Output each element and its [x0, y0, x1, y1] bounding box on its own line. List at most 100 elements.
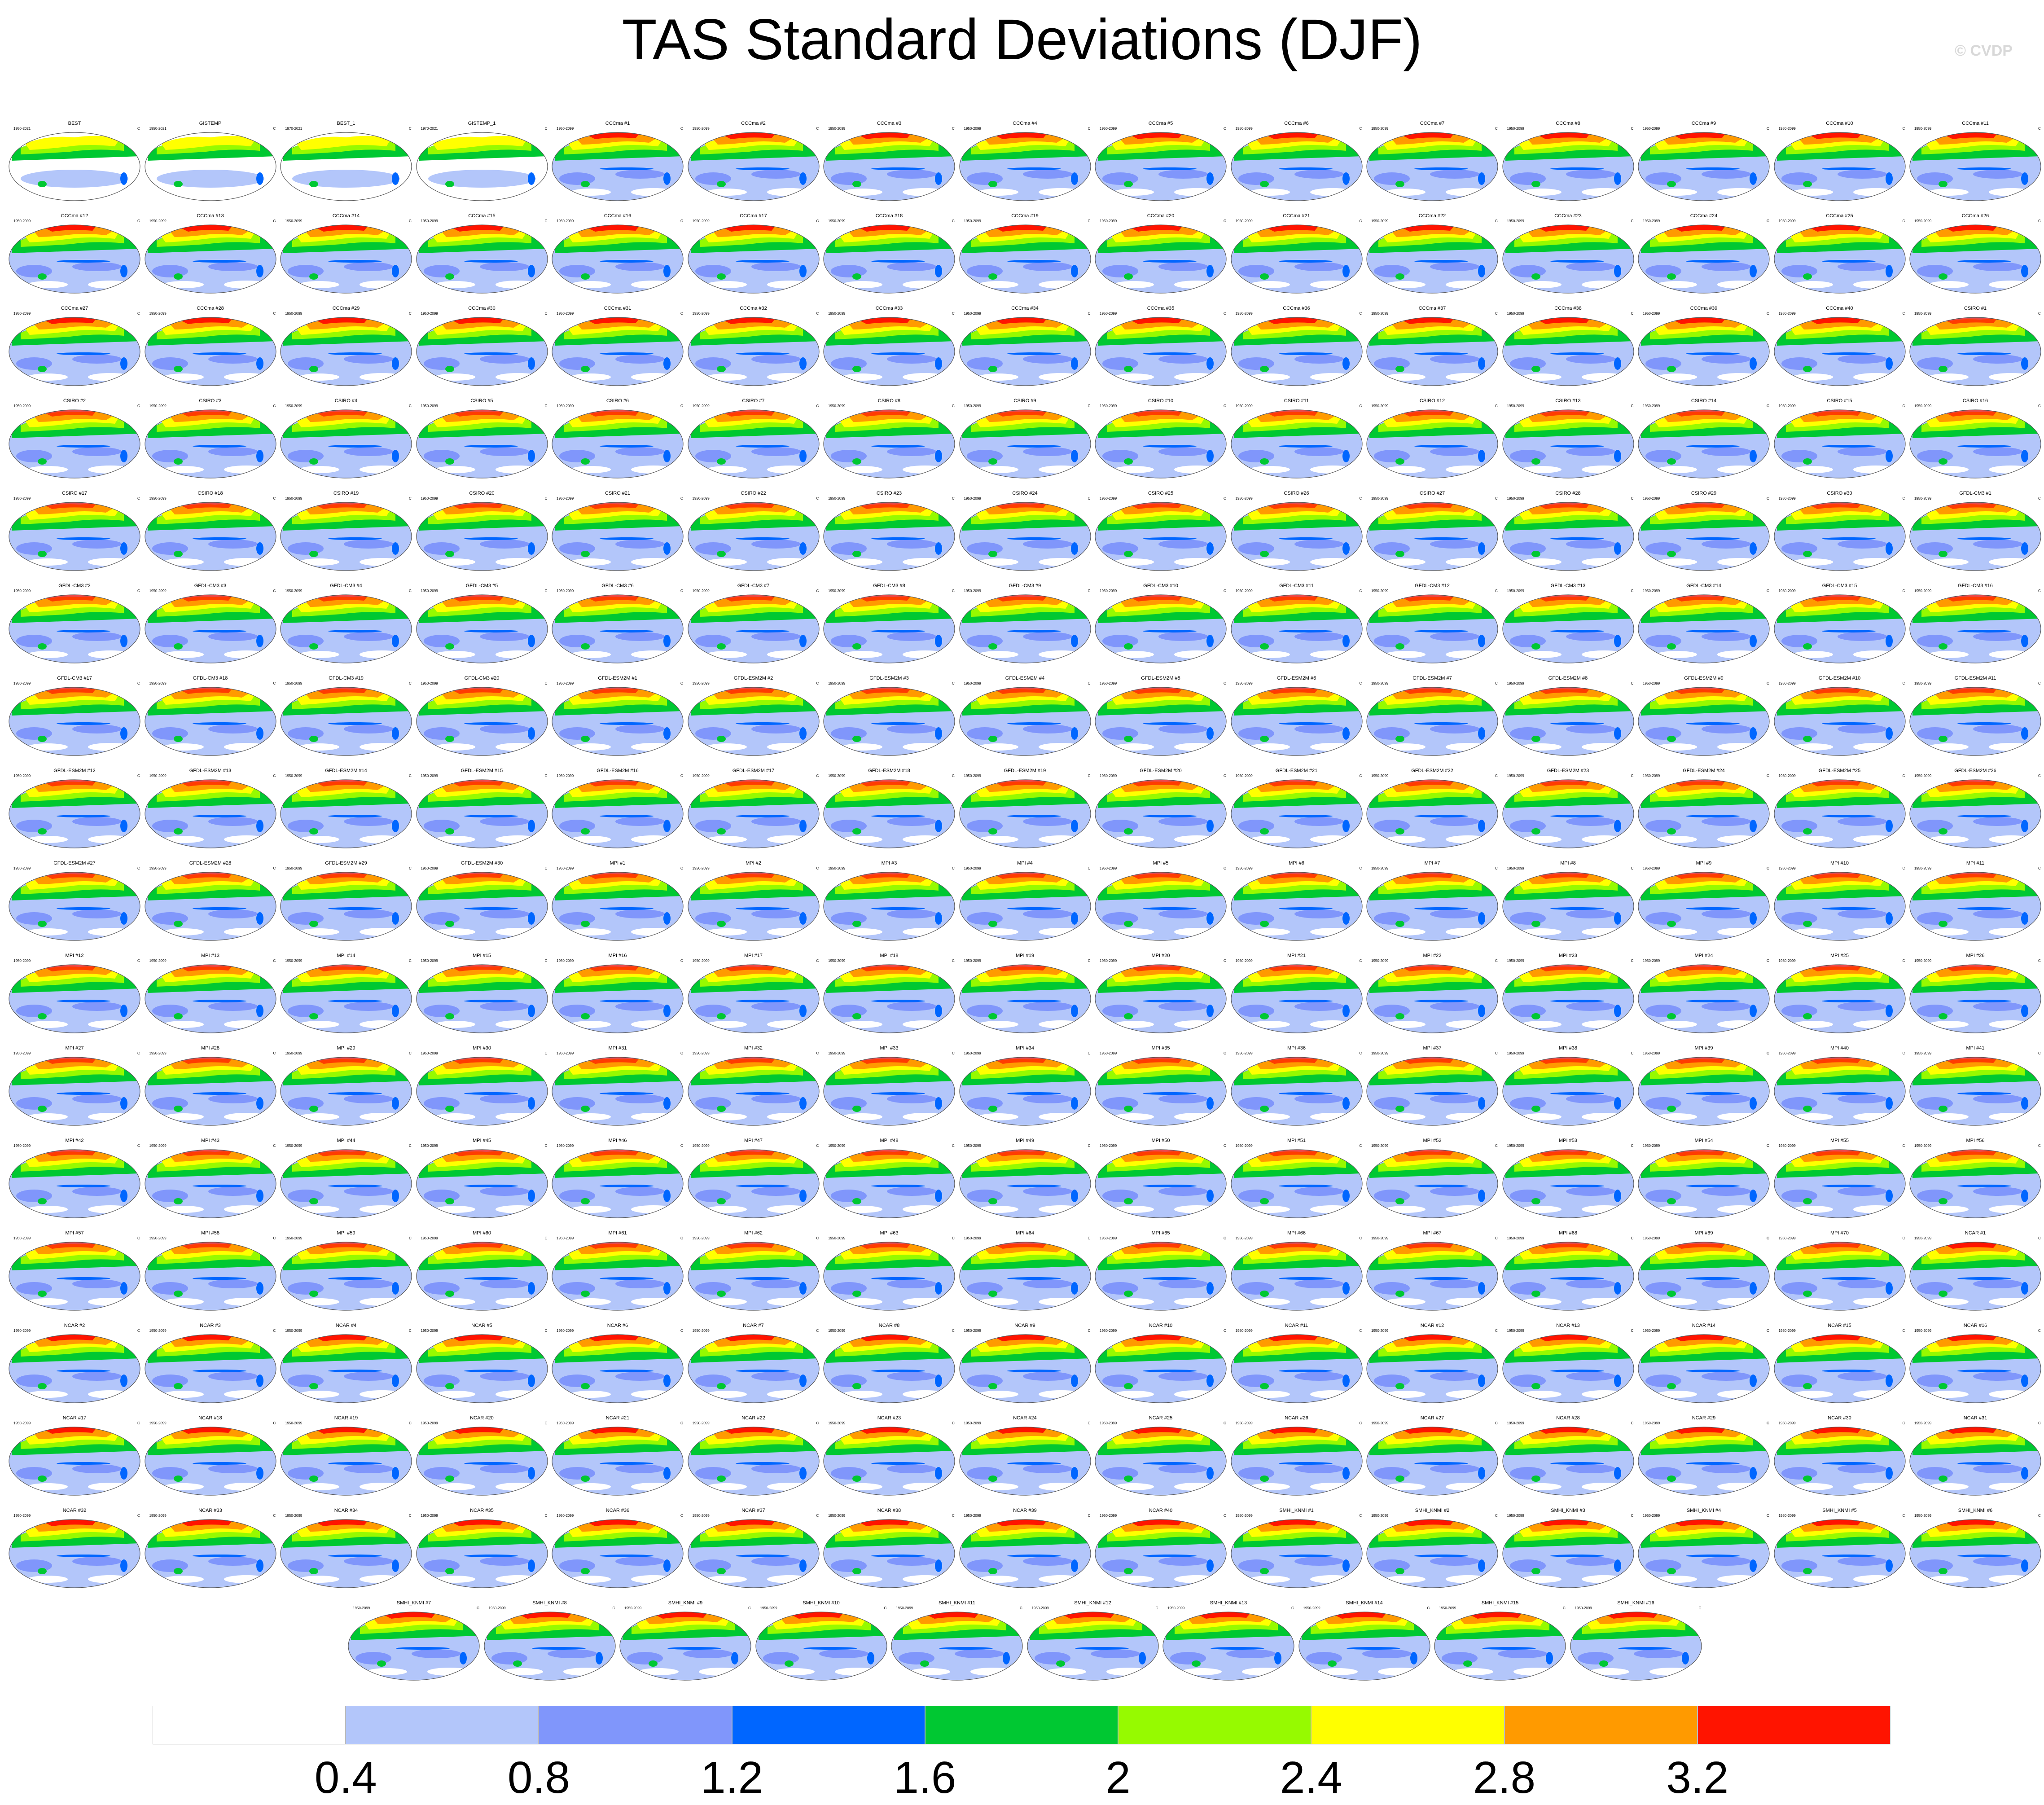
globe-map: [1773, 132, 1906, 201]
map-panel-years: 1950-2099: [1371, 1329, 1389, 1333]
map-panel-years: 1950-2099: [1643, 1329, 1660, 1333]
globe-map: [552, 502, 684, 571]
map-panel-unit: C: [1224, 404, 1226, 408]
map-panel: MPI #35 1950-2099 C: [1093, 1045, 1228, 1129]
map-panel-title: CCCma #17: [740, 213, 767, 219]
map-panel-title: MPI #36: [1287, 1045, 1306, 1051]
map-panel-years: 1950-2099: [692, 681, 710, 685]
map-panel-title: GFDL-ESM2M #18: [868, 768, 910, 773]
map-panel-years: 1950-2099: [1371, 774, 1389, 778]
map-panel-title: NCAR #15: [1828, 1323, 1851, 1328]
map-panel-unit: C: [1902, 127, 1905, 131]
map-panel: CSIRO #21 1950-2099 C: [550, 490, 685, 574]
globe-map: [1909, 1427, 2041, 1496]
globe-map: [1773, 1242, 1906, 1311]
map-panel-years: 1950-2099: [828, 1514, 846, 1518]
map-panel-title: GFDL-CM3 #13: [1550, 583, 1586, 588]
map-panel-unit: C: [2038, 1514, 2041, 1518]
map-panel-title: MPI #43: [201, 1138, 219, 1143]
map-panel-years: 1950-2099: [964, 1514, 981, 1518]
map-panel-title: SMHI_KNMI #11: [939, 1600, 975, 1606]
map-panel: MPI #21 1950-2099 C: [1229, 953, 1364, 1036]
map-panel-title: GFDL-CM3 #5: [465, 583, 498, 588]
map-panel-title: MPI #40: [1830, 1045, 1849, 1051]
map-panel-title: GFDL-CM3 #18: [193, 676, 228, 681]
map-panel-unit: C: [1902, 1236, 1905, 1240]
map-panel-unit: C: [952, 1051, 955, 1055]
map-panel-unit: C: [137, 496, 140, 501]
map-panel: CCCma #1 1950-2099 C: [550, 120, 685, 204]
map-panel-years: 1950-2099: [964, 959, 981, 963]
map-panel: MPI #39 1950-2099 C: [1636, 1045, 1771, 1129]
map-panel-unit: C: [1902, 866, 1905, 870]
map-panel-unit: C: [273, 1144, 276, 1148]
globe-map: [1909, 1149, 2041, 1218]
map-panel: MPI #12 1950-2099 C: [7, 953, 142, 1036]
map-panel-years: 1950-2099: [692, 1236, 710, 1240]
map-panel-title: GFDL-ESM2M #28: [189, 861, 232, 866]
map-panel-unit: C: [2038, 1051, 2041, 1055]
map-panel-unit: C: [1224, 219, 1226, 223]
map-panel: CSIRO #19 1950-2099 C: [279, 490, 413, 574]
globe-map: [552, 1334, 684, 1403]
map-panel-unit: C: [816, 1329, 819, 1333]
map-panel-title: MPI #55: [1830, 1138, 1849, 1143]
map-panel: MPI #51 1950-2099 C: [1229, 1137, 1364, 1221]
map-panel-unit: C: [1088, 127, 1091, 131]
map-panel-years: 1950-2099: [1235, 496, 1253, 501]
map-panel-title: CCCma #39: [1690, 306, 1718, 311]
map-panel: MPI #11 1950-2099 C: [1908, 860, 2043, 944]
map-panel-title: MPI #10: [1830, 861, 1849, 866]
map-panel-years: 1950-2099: [1778, 1144, 1796, 1148]
map-panel-years: 1950-2099: [1914, 127, 1932, 131]
map-panel-years: 1950-2099: [828, 1236, 846, 1240]
map-panel-unit: C: [816, 866, 819, 870]
map-panel-unit: C: [409, 1236, 412, 1240]
map-panel-title: GFDL-CM3 #7: [737, 583, 770, 588]
globe-map: [1773, 964, 1906, 1033]
map-panel-unit: C: [137, 589, 140, 593]
map-panel: BEST 1950-2021 C: [7, 120, 142, 204]
map-panel-title: MPI #29: [337, 1045, 355, 1051]
map-panel-unit: C: [1224, 589, 1226, 593]
map-panel-unit: C: [1359, 589, 1362, 593]
map-panel-unit: C: [2038, 1236, 2041, 1240]
globe-map: [823, 224, 955, 294]
map-panel-title: SMHI_KNMI #6: [1958, 1508, 1993, 1513]
map-panel: NCAR #28 1950-2099 C: [1501, 1415, 1636, 1498]
globe-map: [1230, 1427, 1363, 1496]
map-panel-unit: C: [1631, 681, 1634, 685]
map-panel: CCCma #34 1950-2099 C: [958, 305, 1092, 389]
colorbar-box: [732, 1706, 925, 1744]
map-panel-title: MPI #52: [1423, 1138, 1442, 1143]
map-panel: GFDL-CM3 #17 1950-2099 C: [7, 675, 142, 759]
map-panel-unit: C: [1088, 589, 1091, 593]
map-panel-title: CCCma #10: [1826, 121, 1853, 126]
map-panel-years: 1950-2099: [1507, 1329, 1524, 1333]
map-panel-title: MPI #17: [744, 953, 763, 958]
map-panel-unit: C: [1088, 1514, 1091, 1518]
map-panel-unit: C: [952, 312, 955, 316]
map-panel: CSIRO #10 1950-2099 C: [1093, 398, 1228, 481]
map-panel-unit: C: [952, 1144, 955, 1148]
map-panel: MPI #3 1950-2099 C: [822, 860, 956, 944]
map-panel-title: NCAR #11: [1285, 1323, 1308, 1328]
map-panel-years: 1950-2099: [692, 312, 710, 316]
map-panel: MPI #5 1950-2099 C: [1093, 860, 1228, 944]
globe-map: [1095, 964, 1227, 1033]
map-panel-unit: C: [1767, 866, 1769, 870]
map-panel-years: 1950-2099: [692, 496, 710, 501]
map-panel-unit: C: [1495, 1051, 1498, 1055]
map-panel-years: 1950-2099: [1507, 1236, 1524, 1240]
map-panel-title: MPI #59: [337, 1230, 355, 1236]
globe-map: [1502, 687, 1634, 756]
globe-map: [1638, 1149, 1770, 1218]
globe-map: [144, 502, 276, 571]
map-panel: MPI #23 1950-2099 C: [1501, 953, 1636, 1036]
map-panel-title: CSIRO #3: [199, 398, 222, 404]
map-panel-years: 1950-2099: [557, 404, 574, 408]
map-panel-title: MPI #6: [1289, 861, 1304, 866]
map-panel: NCAR #15 1950-2099 C: [1772, 1322, 1907, 1406]
map-panel-years: 1950-2099: [1507, 496, 1524, 501]
map-panel-unit: C: [1020, 1606, 1022, 1610]
